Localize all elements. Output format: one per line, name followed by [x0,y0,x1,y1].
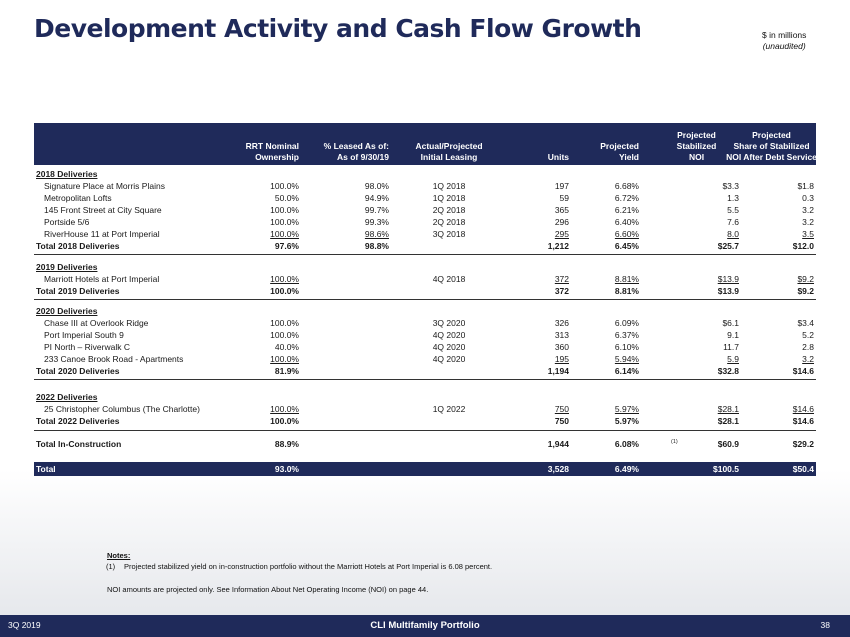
table-row: RiverHouse 11 at Port Imperial 100.0% 98.6… [44,229,814,239]
divider [34,430,816,431]
page-number: 38 [820,620,830,630]
table-row: 233 Canoe Brook Road - Apartments 100.0% 4… [44,354,814,364]
col-units: Units [547,152,569,162]
note-2: NOI amounts are projected only. See Info… [107,585,429,594]
units-note: $ in millions (unaudited) [762,30,806,52]
divider [34,254,816,255]
units-label: $ in millions [762,30,807,40]
table-row: Marriott Hotels at Port Imperial 100.0% 4Q… [44,274,814,284]
section-heading: 2018 Deliveries [36,169,98,179]
table-row: Metropolitan Lofts 50.0% 94.9% 1Q 2018 59 6.7… [44,193,814,203]
divider [34,379,816,380]
divider [34,299,816,300]
total-row: Total 2018 Deliveries 97.6% 98.8% 1,212 6.45… [36,241,814,251]
col-noi: Projected Stabilized NOI [676,130,717,162]
section-heading: 2020 Deliveries [36,306,98,316]
in-construction-row: Total In-Construction 88.9% 1,944 6.08% (1) $… [34,438,816,450]
section-heading: 2022 Deliveries [36,392,98,402]
total-row: Total 2022 Deliveries 100.0% 750 5.97% $28.1… [36,416,814,426]
total-row: Total 2019 Deliveries 100.0% 372 8.81% $13.9… [36,286,814,296]
col-leasing: Actual/Projected Initial Leasing [415,141,483,162]
col-yield: Projected Yield [600,141,639,162]
footnote-marker: (1) [671,439,678,445]
unaudited-label: (unaudited) [762,41,806,51]
note-marker: (1) [106,562,116,571]
table-row: PI North – Riverwalk C 40.0% 4Q 2020 360 6.1… [44,342,814,352]
table-row: 145 Front Street at City Square 100.0% 99.… [44,205,814,215]
footer-quarter: 3Q 2019 [8,620,41,630]
table-row: Chase III at Overlook Ridge 100.0% 3Q 2020… [44,318,814,328]
table-header: RRT Nominal Ownership % Leased As of: As o… [34,123,817,165]
page-title: Development Activity and Cash Flow Growt… [34,14,642,43]
table-row: 25 Christopher Columbus (The Charlotte) 1… [44,404,814,414]
note-1: Projected stabilized yield on in-constru… [124,562,493,571]
footer-title: CLI Multifamily Portfolio [370,620,480,631]
notes-heading: Notes: [107,551,131,560]
table-row: Portside 5/6 100.0% 99.3% 2Q 2018 296 6.40% 7.… [44,217,814,227]
col-share: Projected Share of Stabilized NOI After De… [726,130,817,162]
background-gradient [0,470,850,615]
col-ownership: RRT Nominal Ownership [245,141,299,162]
grand-total-row: Total 93.0% 3,528 6.49% $100.5 $50.4 [34,462,816,476]
footer: 3Q 2019 CLI Multifamily Portfolio 38 [0,615,850,637]
table-row: Port Imperial South 9 100.0% 4Q 2020 313 6.3… [44,330,814,340]
table-row: Signature Place at Morris Plains 100.0% 98… [44,181,814,191]
total-row: Total 2020 Deliveries 81.9% 1,194 6.14% $32.… [36,366,814,376]
section-heading: 2019 Deliveries [36,262,98,272]
col-leased: % Leased As of: As of 9/30/19 [323,141,389,162]
